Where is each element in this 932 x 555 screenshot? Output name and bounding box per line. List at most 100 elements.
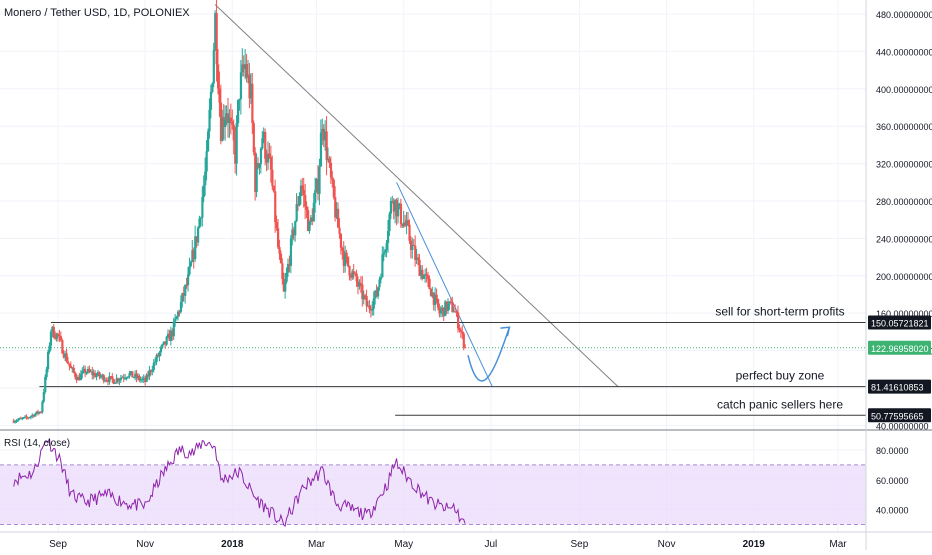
candle-body[interactable] bbox=[428, 278, 431, 289]
candle-body[interactable] bbox=[461, 331, 464, 334]
candle-body[interactable] bbox=[61, 340, 64, 354]
candle-body[interactable] bbox=[189, 261, 193, 267]
candle-body[interactable] bbox=[94, 373, 97, 378]
candle-body[interactable] bbox=[351, 271, 354, 278]
candle-body[interactable] bbox=[215, 13, 218, 65]
candle-body[interactable] bbox=[302, 189, 305, 195]
candle-body[interactable] bbox=[457, 312, 460, 329]
candle-body[interactable] bbox=[372, 298, 375, 309]
candle-body[interactable] bbox=[197, 227, 200, 243]
candle-body[interactable] bbox=[298, 196, 301, 206]
candle-body[interactable] bbox=[348, 266, 351, 276]
candle-body[interactable] bbox=[332, 179, 335, 198]
candle-body[interactable] bbox=[305, 206, 308, 211]
candle-body[interactable] bbox=[221, 117, 224, 141]
candle-body[interactable] bbox=[84, 368, 87, 374]
candle-body[interactable] bbox=[199, 217, 203, 219]
candle-body[interactable] bbox=[282, 278, 285, 292]
candle-body[interactable] bbox=[434, 294, 437, 305]
candle-body[interactable] bbox=[217, 64, 220, 89]
candle-body[interactable] bbox=[355, 273, 358, 282]
candle-body[interactable] bbox=[391, 200, 394, 202]
candle-body[interactable] bbox=[209, 91, 213, 110]
candle-body[interactable] bbox=[357, 281, 360, 287]
candle-body[interactable] bbox=[277, 228, 280, 248]
candle-body[interactable] bbox=[198, 218, 201, 228]
candle-body[interactable] bbox=[42, 392, 45, 402]
candle-body[interactable] bbox=[109, 376, 113, 378]
candle-body[interactable] bbox=[141, 378, 144, 380]
candle-body[interactable] bbox=[249, 83, 253, 99]
candle-body[interactable] bbox=[201, 197, 204, 218]
candle-body[interactable] bbox=[379, 277, 383, 280]
candle-body[interactable] bbox=[291, 229, 294, 239]
candle-body[interactable] bbox=[251, 83, 254, 124]
candle-body[interactable] bbox=[108, 376, 111, 383]
candle-body[interactable] bbox=[408, 224, 411, 241]
candle-body[interactable] bbox=[158, 352, 161, 357]
candle-body[interactable] bbox=[421, 269, 424, 279]
candle-body[interactable] bbox=[427, 275, 430, 279]
candle-body[interactable] bbox=[244, 64, 247, 70]
candle-body[interactable] bbox=[188, 266, 191, 275]
candle-body[interactable] bbox=[114, 382, 117, 384]
candle-body[interactable] bbox=[222, 117, 225, 128]
candle-body[interactable] bbox=[264, 131, 267, 159]
candle-body[interactable] bbox=[407, 220, 410, 225]
candle-body[interactable] bbox=[132, 377, 135, 379]
candle-body[interactable] bbox=[59, 336, 63, 341]
candle-body[interactable] bbox=[92, 373, 95, 376]
candle-body[interactable] bbox=[137, 375, 140, 379]
drawings-layer[interactable] bbox=[0, 4, 866, 416]
candle-body[interactable] bbox=[362, 295, 365, 300]
candle-body[interactable] bbox=[157, 355, 160, 357]
candle-body[interactable] bbox=[329, 162, 333, 178]
candle-body[interactable] bbox=[444, 301, 447, 317]
candle-body[interactable] bbox=[155, 355, 158, 362]
candle-body[interactable] bbox=[39, 411, 43, 413]
candle-body[interactable] bbox=[239, 72, 243, 100]
candle-body[interactable] bbox=[148, 370, 151, 377]
candle-body[interactable] bbox=[87, 368, 90, 373]
candle-body[interactable] bbox=[308, 221, 311, 231]
candle-body[interactable] bbox=[285, 272, 288, 282]
candle-body[interactable] bbox=[234, 140, 237, 164]
candle-body[interactable] bbox=[164, 341, 167, 345]
annotation-text[interactable]: perfect buy zone bbox=[736, 369, 825, 383]
candle-body[interactable] bbox=[134, 373, 137, 378]
candle-body[interactable] bbox=[354, 273, 357, 275]
candle-body[interactable] bbox=[48, 345, 51, 352]
candle-body[interactable] bbox=[227, 113, 230, 124]
candle-body[interactable] bbox=[179, 301, 183, 312]
candle-body[interactable] bbox=[271, 169, 274, 186]
candle-body[interactable] bbox=[292, 229, 295, 236]
candle-body[interactable] bbox=[321, 128, 324, 133]
candle-body[interactable] bbox=[257, 163, 260, 168]
candle-body[interactable] bbox=[202, 185, 205, 198]
candle-body[interactable] bbox=[439, 310, 443, 314]
candle-body[interactable] bbox=[78, 376, 81, 381]
candle-body[interactable] bbox=[232, 124, 235, 141]
candle-body[interactable] bbox=[64, 353, 67, 358]
candle-body[interactable] bbox=[51, 326, 54, 333]
candle-body[interactable] bbox=[52, 326, 55, 338]
candle-body[interactable] bbox=[278, 247, 281, 254]
candle-body[interactable] bbox=[367, 305, 370, 307]
candle-body[interactable] bbox=[228, 117, 231, 124]
candle-body[interactable] bbox=[242, 64, 245, 70]
candle-body[interactable] bbox=[205, 151, 208, 172]
candle-body[interactable] bbox=[454, 311, 457, 313]
candle-body[interactable] bbox=[182, 293, 185, 296]
candle-body[interactable] bbox=[299, 185, 303, 197]
candle-body[interactable] bbox=[445, 301, 448, 311]
candle-body[interactable] bbox=[67, 361, 70, 364]
candle-body[interactable] bbox=[247, 74, 250, 78]
candle-body[interactable] bbox=[327, 158, 330, 161]
candle-body[interactable] bbox=[307, 210, 310, 231]
candle-body[interactable] bbox=[272, 185, 275, 192]
candle-body[interactable] bbox=[111, 376, 114, 380]
candle-body[interactable] bbox=[369, 309, 373, 311]
candle-body[interactable] bbox=[142, 377, 145, 379]
candle-body[interactable] bbox=[177, 311, 180, 317]
